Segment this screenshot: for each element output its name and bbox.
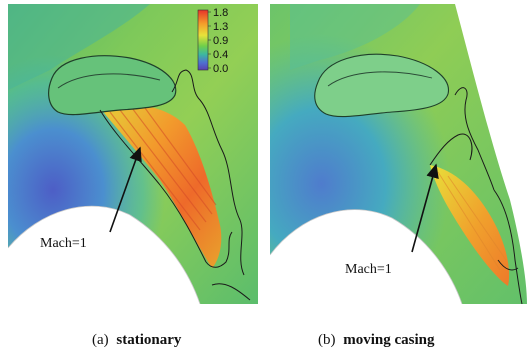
- colorbar-tick-label: 0.4: [213, 49, 228, 61]
- colorbar: 1.8 1.3 0.9 0.4 0.0: [197, 7, 228, 75]
- colorbar-tick-label: 0.9: [213, 35, 228, 47]
- panel-b-blade: [314, 53, 449, 118]
- panel-a-caption: (a) stationary: [92, 332, 182, 348]
- panel-a-mach-arrow: [109, 146, 142, 233]
- panel-a-sonic-line: [99, 69, 251, 301]
- panel-a-caption-id: (a): [92, 332, 109, 348]
- panel-a-mach-label: Mach=1: [40, 236, 87, 251]
- panel-a-hub-wall: [8, 206, 200, 304]
- panel-a-supersonic-region: [100, 104, 222, 268]
- colorbar-ticks: 1.8 1.3 0.9 0.4 0.0: [208, 7, 228, 75]
- panel-b-mach-label: Mach=1: [345, 262, 392, 277]
- colorbar-tick-label: 0.0: [213, 63, 228, 75]
- panel-b-supersonic-region: [430, 165, 510, 286]
- panel-b-hub-wall: [270, 209, 462, 304]
- panel-b-contour-plot: [270, 4, 527, 304]
- colorbar-tick-label: 1.3: [213, 21, 228, 33]
- panel-a-caption-text: stationary: [116, 332, 181, 348]
- colorbar-tick-label: 1.8: [213, 7, 228, 19]
- panel-a-blade: [48, 55, 177, 116]
- panel-b-caption-id: (b): [318, 332, 336, 348]
- panel-b-caption: (b) moving casing: [318, 332, 435, 348]
- panel-b-mach-arrow: [411, 163, 439, 253]
- panel-b-sonic-line: [429, 87, 523, 304]
- panel-b-caption-text: moving casing: [343, 332, 435, 348]
